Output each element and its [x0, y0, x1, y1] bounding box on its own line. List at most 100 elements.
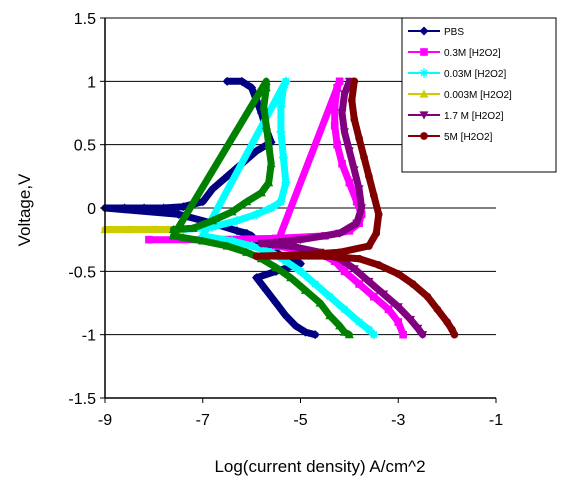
data-point: [278, 152, 288, 162]
data-point: [300, 327, 310, 337]
data-point: [139, 203, 149, 213]
y-tick-label: 0: [87, 201, 96, 218]
x-tick-label: -1: [489, 412, 503, 429]
data-point: [208, 222, 218, 232]
data-point: [352, 197, 361, 206]
x-tick-label: -5: [293, 412, 307, 429]
data-point: [261, 76, 271, 85]
data-point: [252, 209, 262, 219]
data-point: [276, 102, 286, 112]
data-point: [399, 330, 407, 339]
series-5: [256, 77, 428, 340]
data-point: [333, 83, 341, 92]
y-tick-label: -1.5: [68, 391, 96, 408]
legend-entry: 1.7 M [H2O2]: [408, 111, 504, 122]
data-point: [335, 229, 345, 238]
data-point: [335, 248, 344, 257]
data-point: [333, 140, 341, 149]
legend-label: 5M [H2O2]: [444, 132, 493, 143]
data-point: [247, 241, 257, 251]
data-point: [339, 327, 349, 336]
data-point: [272, 234, 280, 243]
data-point: [281, 256, 291, 266]
data-point: [198, 231, 208, 241]
data-point: [350, 115, 359, 124]
series-line: [257, 77, 427, 339]
data-point: [315, 298, 325, 307]
data-point: [286, 273, 296, 282]
legend-entry: 0.003M [H2O2]: [408, 89, 512, 101]
data-point: [357, 204, 367, 213]
data-point: [450, 330, 459, 339]
data-point: [364, 277, 374, 286]
data-point: [222, 76, 232, 86]
data-point: [321, 252, 329, 260]
data-point: [296, 266, 305, 276]
data-point: [281, 311, 291, 321]
legend-marker: [419, 111, 429, 120]
legend-marker: [420, 132, 428, 140]
data-point: [379, 290, 389, 299]
data-point: [252, 252, 261, 260]
data-point: [347, 96, 356, 105]
data-point: [159, 203, 169, 213]
data-point: [372, 229, 381, 238]
series-2: [178, 76, 379, 340]
data-point: [227, 236, 237, 246]
data-point: [281, 76, 291, 86]
data-point: [354, 317, 364, 327]
data-point: [291, 321, 301, 331]
data-point: [261, 285, 271, 295]
data-point: [409, 280, 417, 288]
y-axis-title: Voltage,V: [15, 173, 34, 246]
data-point: [369, 191, 378, 200]
data-point: [365, 172, 373, 181]
data-point: [278, 83, 288, 93]
legend-label: 0.003M [H2O2]: [444, 90, 512, 101]
data-point: [340, 267, 349, 276]
data-point: [198, 236, 208, 245]
data-point: [259, 102, 269, 111]
series-4: [168, 76, 354, 339]
data-point: [339, 90, 349, 99]
x-axis-title: Log(current density) A/cm^2: [214, 457, 425, 476]
data-point: [266, 159, 276, 168]
data-point: [227, 207, 237, 216]
data-point: [352, 219, 362, 228]
data-point: [344, 330, 354, 339]
data-point: [252, 273, 262, 283]
data-point: [325, 292, 335, 302]
data-point: [232, 226, 242, 236]
data-point: [286, 242, 296, 251]
data-point: [369, 330, 379, 340]
data-point: [178, 202, 188, 212]
data-point: [173, 209, 183, 219]
data-point: [374, 210, 383, 219]
legend-entry: 5M [H2O2]: [408, 132, 493, 143]
data-point: [256, 239, 266, 248]
legend-label: 0.3M [H2O2]: [444, 48, 501, 59]
data-point: [247, 83, 257, 93]
data-point: [394, 270, 403, 278]
data-point: [168, 225, 178, 234]
data-point: [261, 83, 271, 92]
data-point: [339, 304, 349, 314]
legend-marker: [419, 89, 429, 98]
data-point: [124, 225, 134, 234]
data-point: [310, 330, 320, 340]
legend-label: 1.7 M [H2O2]: [444, 111, 504, 122]
x-tick-label: -7: [196, 412, 210, 429]
legend-entry: 0.03M [H2O2]: [408, 68, 506, 80]
axes: [100, 17, 497, 403]
data-point: [264, 140, 274, 149]
legend: PBS 0.3M [H2O2] 0.03M [H2O2] 0.003M [H2O2] 1…: [401, 17, 557, 173]
data-point: [149, 225, 159, 234]
data-point: [338, 159, 346, 168]
data-point: [394, 318, 403, 326]
data-point: [330, 121, 339, 130]
data-point: [393, 303, 403, 312]
plot-series: [100, 76, 459, 340]
legend-entry: 0.3M [H2O2]: [408, 48, 501, 59]
data-point: [325, 311, 335, 320]
data-point: [208, 184, 218, 194]
